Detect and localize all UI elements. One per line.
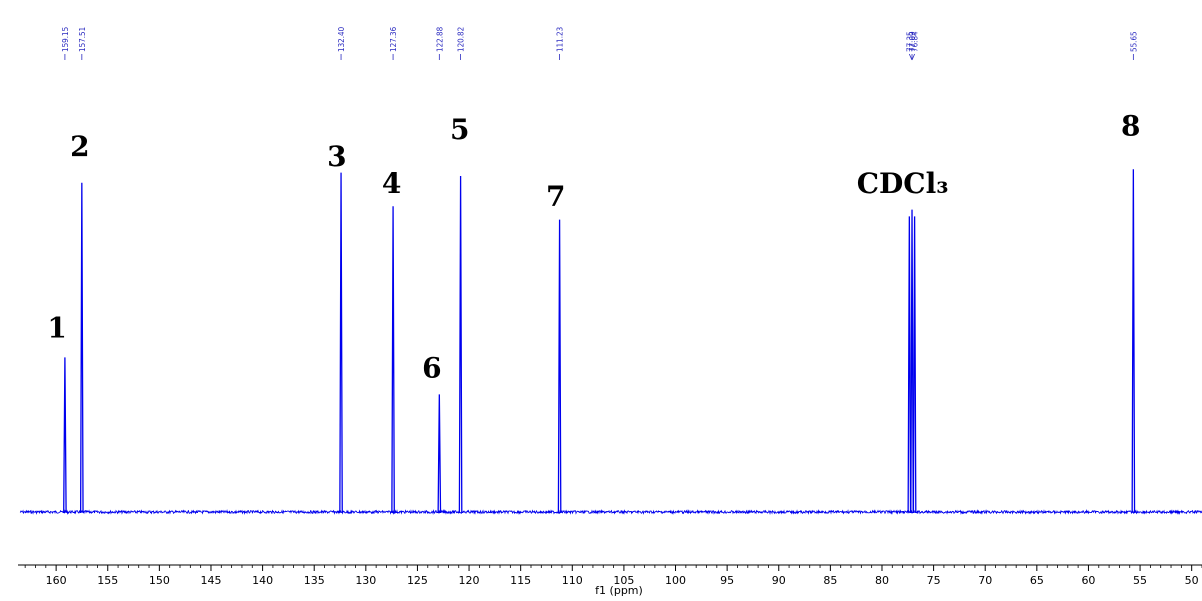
x-tick-label: 125 [407, 574, 428, 587]
x-tick-label: 85 [823, 574, 837, 587]
shift-label: 157.51 [78, 27, 87, 52]
x-tick-label: 100 [665, 574, 686, 587]
shift-label-text: 157.51 [78, 27, 87, 52]
shift-label: 120.82 [457, 27, 466, 52]
x-tick-label: 160 [46, 574, 67, 587]
x-tick-label: 80 [875, 574, 889, 587]
spectrum-peak [458, 175, 463, 514]
spectrum-peak [912, 216, 917, 514]
spectrum-peak [910, 209, 914, 514]
shift-label-text: 120.82 [457, 27, 466, 52]
x-tick-label: 120 [459, 574, 480, 587]
x-tick-label: 150 [149, 574, 170, 587]
peak-annotation: 8 [1121, 110, 1140, 143]
spectrum-peak [339, 172, 343, 514]
x-tick-label: 140 [252, 574, 273, 587]
shift-label-text: 111.23 [556, 27, 565, 52]
peak-annotation: 1 [47, 311, 66, 344]
x-tick-label: 90 [772, 574, 786, 587]
shift-label-text: 76.84 [911, 31, 920, 52]
x-axis: 160 155 150 145 140 135 130 125 120 115 110 105 100 9… [18, 564, 1202, 587]
shift-label: 122.88 [435, 26, 444, 52]
peak-annotation: CDCl₃ [857, 167, 949, 200]
shift-label: 55.65 [1129, 31, 1138, 52]
x-tick-label: 95 [720, 574, 734, 587]
peak-annotation: 2 [70, 130, 89, 163]
chemical-shift-labels: 159.15 157.51 132.40 127.36 122.88 120.82 111.… [61, 26, 1138, 61]
shift-label: 111.23 [556, 27, 565, 52]
peak-annotations: 1 2 3 4 5 6 7 CDCl₃ 8 [47, 110, 1140, 385]
spectrum-peak [907, 216, 912, 514]
peak-annotation: 7 [546, 180, 565, 213]
spectrum-peak [437, 394, 442, 514]
shift-label-text: 159.15 [61, 27, 70, 52]
shift-label-text: 77.09 [908, 31, 917, 52]
x-tick-label: 130 [355, 574, 376, 587]
spectrum-peak [79, 182, 84, 514]
peak-annotation: 5 [450, 113, 469, 146]
shift-label: 77.09 [908, 31, 917, 52]
shift-leader-line [911, 53, 915, 61]
x-tick-label: 145 [200, 574, 221, 587]
x-tick-label: 50 [1185, 574, 1199, 587]
spectrum-peak [391, 206, 395, 514]
shift-label: 77.35 [905, 31, 914, 52]
spectrum-peak [1131, 169, 1136, 514]
peak-annotation: 6 [422, 352, 441, 385]
x-tick-label: 110 [562, 574, 583, 587]
spectrum-baseline [19, 508, 1202, 515]
x-tick-label: 135 [304, 574, 325, 587]
shift-label: 76.84 [911, 31, 920, 52]
spectrum-trace [19, 169, 1202, 515]
x-tick-label: 75 [927, 574, 941, 587]
x-axis-title: f1 (ppm) [595, 584, 643, 597]
shift-label: 159.15 [61, 27, 70, 52]
peak-annotation: 4 [382, 167, 401, 200]
shift-label: 127.36 [389, 26, 398, 52]
x-tick-label: 70 [978, 574, 992, 587]
shift-label-text: 77.35 [905, 31, 914, 52]
x-tick-label: 115 [510, 574, 531, 587]
shift-label-text: 132.40 [337, 26, 346, 52]
shift-label-text: 127.36 [389, 26, 398, 52]
x-tick-label: 55 [1133, 574, 1147, 587]
shift-label-text: 122.88 [435, 26, 444, 52]
shift-leader-line [908, 53, 913, 61]
spectrum-peak [557, 219, 562, 514]
x-tick-label: 60 [1081, 574, 1095, 587]
peak-annotation: 3 [327, 140, 346, 173]
x-tick-label: 105 [613, 574, 634, 587]
spectrum-peak [63, 357, 67, 514]
x-tick-label: 65 [1030, 574, 1044, 587]
shift-label-text: 55.65 [1129, 31, 1138, 52]
shift-label: 132.40 [337, 26, 346, 52]
x-tick-label: 155 [97, 574, 118, 587]
